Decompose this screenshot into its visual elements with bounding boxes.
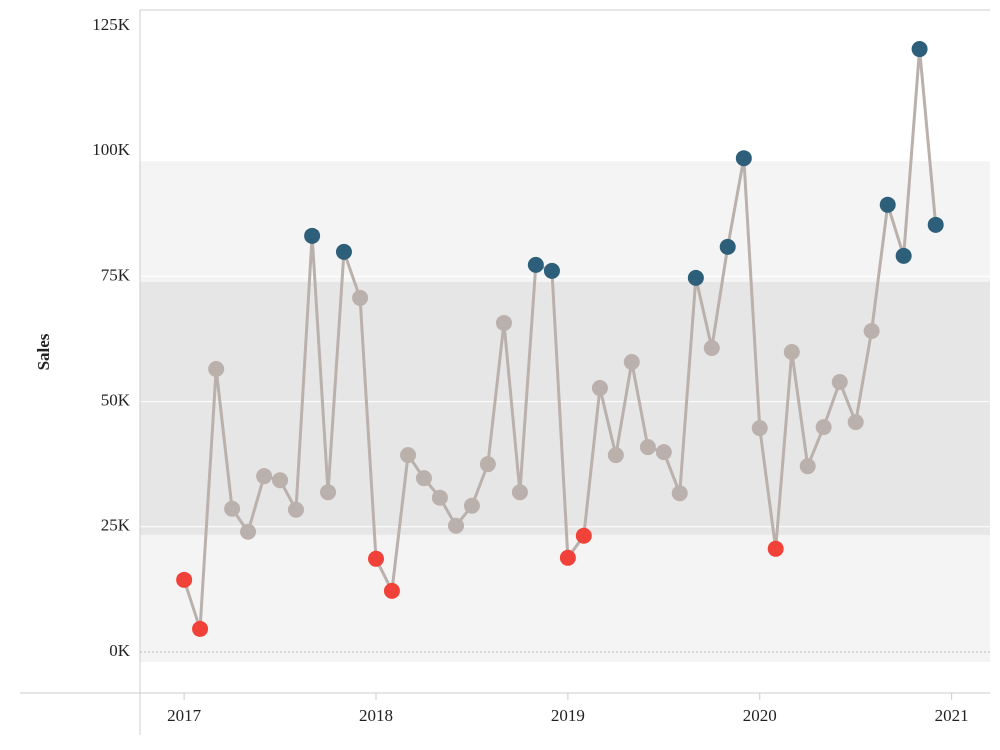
point (847, 414, 864, 431)
point (511, 484, 528, 501)
y-tick-label: 25K (101, 516, 131, 535)
point (591, 380, 608, 397)
point (448, 517, 465, 534)
point (799, 458, 816, 475)
point (879, 196, 896, 213)
point (783, 344, 800, 361)
point (400, 447, 417, 464)
point (543, 262, 560, 279)
point (335, 243, 352, 260)
point (911, 41, 928, 58)
point (224, 500, 241, 517)
point (639, 439, 656, 456)
y-tick-label: 100K (92, 140, 131, 159)
point (383, 582, 400, 599)
point (895, 247, 912, 264)
y-tick-label: 50K (101, 390, 131, 409)
point (607, 447, 624, 464)
x-tick-label: 2020 (743, 706, 777, 725)
point (479, 456, 496, 473)
point (240, 523, 257, 540)
point (671, 485, 688, 502)
x-tick-label: 2018 (359, 706, 393, 725)
point (208, 361, 225, 378)
y-tick-label: 75K (101, 265, 131, 284)
point (687, 269, 704, 286)
point (272, 472, 289, 489)
y-tick-label: 0K (109, 641, 131, 660)
point (368, 550, 385, 567)
point (735, 150, 752, 167)
point (463, 497, 480, 514)
point (751, 420, 768, 437)
point (527, 256, 544, 273)
x-tick-label: 2019 (551, 706, 585, 725)
point (575, 527, 592, 544)
point (320, 484, 337, 501)
point (927, 216, 944, 233)
point (831, 374, 848, 391)
point (559, 549, 576, 566)
x-tick-label: 2017 (167, 706, 202, 725)
point (703, 339, 720, 356)
point (176, 571, 193, 588)
point (767, 540, 784, 557)
y-axis-label: Sales (34, 333, 53, 370)
point (431, 489, 448, 506)
point (655, 444, 672, 461)
point (623, 354, 640, 371)
point (415, 470, 432, 487)
point (719, 238, 736, 255)
point (815, 419, 832, 436)
point (287, 501, 304, 518)
y-tick-label: 125K (92, 15, 131, 34)
x-tick-label: 2021 (935, 706, 969, 725)
point (352, 289, 369, 306)
point (495, 314, 512, 331)
point (256, 468, 273, 485)
point (304, 227, 321, 244)
point (192, 620, 209, 637)
point (863, 322, 880, 339)
